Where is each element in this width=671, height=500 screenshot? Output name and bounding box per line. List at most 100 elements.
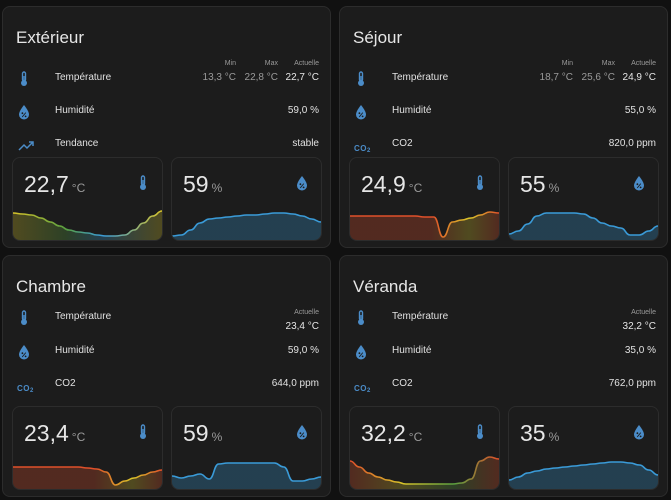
row-trend[interactable]: Tendance stable [3,135,330,155]
tile-unit: °C [71,430,86,444]
row-humidity[interactable]: Humidité 55,0 % [340,102,667,122]
row-value: 55,0 % [624,105,656,116]
sparkline-line [509,212,658,236]
humidity-icon [354,104,372,120]
card-sejour: Séjour Température Min 18,7 °C Max 25,6 °C… [339,6,668,248]
row-value: 644,0 ppm [271,378,319,389]
sparkline-line [13,466,162,486]
tile-value: 59 [183,420,209,446]
humidity-tile[interactable]: 59% [171,406,322,490]
row-label: Humidité [392,345,432,356]
tile-unit: % [548,181,560,195]
row-label: Humidité [55,345,95,356]
row-temperature[interactable]: Température [340,69,667,89]
tile-unit: °C [408,181,423,195]
thermometer-icon [354,310,372,326]
tile-unit: % [548,430,560,444]
tile-value: 32,2 [361,420,406,446]
trend-icon [17,137,35,153]
temperature-tile[interactable]: 23,4 °C [12,406,163,490]
sparkline-area [13,467,162,489]
row-label: Température [55,311,112,322]
row-co2[interactable]: CO2 CO2 644,0 ppm [3,375,330,395]
temperature-tile[interactable]: 32,2 °C [349,406,500,490]
sparkline-area [13,211,162,240]
row-co2[interactable]: CO2 CO2 762,0 ppm [340,375,667,395]
stat-min: Min 13,3 °C [202,60,236,83]
humidity-icon [632,175,646,191]
card-title: Chambre [16,277,86,296]
row-humidity[interactable]: Humidité 59,0 % [3,102,330,122]
humidity-icon [17,344,35,360]
sparkline-area [509,462,658,489]
sparkline-area [350,212,499,240]
row-label: Humidité [392,105,432,116]
sparkline-line [509,461,658,481]
sparkline-line [172,462,321,482]
co2-icon: CO2 [17,384,34,394]
row-label: CO2 [392,378,413,389]
tile-value: 55 [520,171,546,197]
temperature-sparkline [13,466,162,489]
row-label: Température [392,72,449,83]
row-value: 820,0 ppm [608,138,656,149]
tile-value: 59 [183,171,209,197]
row-value: 762,0 ppm [608,378,656,389]
row-label: Température [392,311,449,322]
stat-max: Max 25,6 °C [581,60,615,83]
co2-icon: CO2 [354,384,371,394]
row-humidity[interactable]: Humidité 59,0 % [3,342,330,362]
humidity-tile[interactable]: 59% [171,157,322,241]
sparkline-area [172,463,321,489]
temperature-sparkline [13,210,162,240]
humidity-sparkline [509,212,658,240]
card-exterieur: Extérieur Température Min 13,3 °C Max 22,8… [2,6,331,248]
stat-max: Max 22,8 °C [244,60,278,83]
row-humidity[interactable]: Humidité 35,0 % [340,342,667,362]
temperature-tile[interactable]: 22,7 °C [12,157,163,241]
tile-value: 23,4 [24,420,69,446]
humidity-sparkline [172,212,321,240]
card-title: Séjour [353,28,403,47]
row-value: 59,0 % [287,345,319,356]
tile-unit: °C [408,430,423,444]
stat-current: Actuelle 24,9 °C [622,60,656,83]
row-label: CO2 [55,378,76,389]
tile-unit: °C [71,181,86,195]
tile-unit: % [211,181,223,195]
humidity-tile[interactable]: 35% [508,406,659,490]
humidity-icon [632,424,646,440]
temperature-sparkline [350,456,499,489]
row-value: 59,0 % [287,105,319,116]
thermometer-icon [136,175,150,191]
row-temperature[interactable]: Température [3,69,330,89]
row-value: 35,0 % [624,345,656,356]
humidity-sparkline [172,462,321,489]
stat-min: Min 18,7 °C [539,60,573,83]
card-title: Extérieur [16,28,85,47]
card-chambre: Chambre Température Actuelle 23,4 °C Humi… [2,255,331,497]
sparkline-line [13,210,162,237]
humidity-tile[interactable]: 55% [508,157,659,241]
row-label: Humidité [55,105,95,116]
thermometer-icon [473,175,487,191]
row-co2[interactable]: CO2 CO2 820,0 ppm [340,135,667,155]
temperature-sparkline [350,211,499,240]
temperature-tile[interactable]: 24,9 °C [349,157,500,241]
row-temperature[interactable]: Température [340,308,667,328]
humidity-icon [295,424,309,440]
humidity-icon [295,175,309,191]
thermometer-icon [17,71,35,87]
card-title: Véranda [353,277,418,296]
sparkline-area [350,457,499,489]
card-veranda: Véranda Température Actuelle 32,2 °C Humi… [339,255,668,497]
row-temperature[interactable]: Température [3,308,330,328]
sparkline-line [172,212,321,237]
stat-current: Actuelle 23,4 °C [285,309,319,332]
sparkline-line [350,211,499,238]
stat-current: Actuelle 22,7 °C [285,60,319,83]
row-label: Tendance [55,138,99,149]
row-value: stable [292,138,319,149]
tile-value: 35 [520,420,546,446]
stat-current: Actuelle 32,2 °C [622,309,656,332]
